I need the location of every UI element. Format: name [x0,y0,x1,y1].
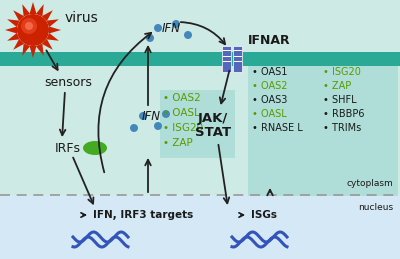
Text: • OAS3: • OAS3 [252,95,287,105]
Text: IFN, IRF3 targets: IFN, IRF3 targets [93,210,193,220]
Circle shape [21,18,37,34]
Circle shape [17,14,49,46]
Text: • TRIMs: • TRIMs [323,123,361,133]
Text: • ISG20: • ISG20 [163,123,203,133]
Polygon shape [5,26,17,33]
Circle shape [154,24,162,32]
Text: • RNASE L: • RNASE L [252,123,303,133]
Bar [0,195,400,259]
Bar [233,46,242,72]
Polygon shape [22,44,30,56]
Text: • ZAP: • ZAP [163,138,193,148]
Text: • ISG20: • ISG20 [323,67,361,77]
Circle shape [25,22,33,30]
Bar [222,46,231,72]
Polygon shape [42,39,53,50]
Polygon shape [30,2,36,14]
Polygon shape [36,44,44,56]
Circle shape [162,110,170,118]
Text: • RBBP6: • RBBP6 [323,109,364,119]
Circle shape [146,34,154,42]
Circle shape [139,112,147,120]
Text: • SHFL: • SHFL [323,95,357,105]
Polygon shape [7,19,20,27]
Text: IRFs: IRFs [55,141,81,155]
Polygon shape [46,33,59,41]
Polygon shape [36,4,44,17]
Circle shape [184,31,192,39]
Text: • OASL: • OASL [252,109,287,119]
Bar [248,66,398,196]
Polygon shape [30,46,36,58]
Bar [0,52,400,66]
Polygon shape [49,26,61,33]
Text: nucleus: nucleus [358,203,393,212]
Text: sensors: sensors [44,76,92,89]
Bar [0,0,400,195]
Polygon shape [42,10,53,21]
Ellipse shape [83,141,107,155]
Circle shape [172,20,180,28]
Polygon shape [13,10,24,21]
Text: IFN: IFN [162,21,180,34]
Text: • ZAP: • ZAP [323,81,351,91]
Polygon shape [7,33,20,41]
Text: IFN: IFN [142,110,160,123]
Polygon shape [22,4,30,17]
Text: • OASL: • OASL [163,108,200,118]
Circle shape [154,122,162,130]
Bar [160,90,235,158]
Polygon shape [13,39,24,50]
Text: cytoplasm: cytoplasm [346,178,393,188]
Text: IFNAR: IFNAR [248,33,291,47]
Circle shape [130,124,138,132]
Text: • OAS1: • OAS1 [252,67,287,77]
Polygon shape [46,19,59,27]
Text: • OAS2: • OAS2 [252,81,288,91]
Text: virus: virus [65,11,99,25]
Text: STAT: STAT [195,126,231,139]
Text: ISGs: ISGs [251,210,277,220]
Text: • OAS2: • OAS2 [163,93,201,103]
Text: JAK/: JAK/ [198,112,228,125]
